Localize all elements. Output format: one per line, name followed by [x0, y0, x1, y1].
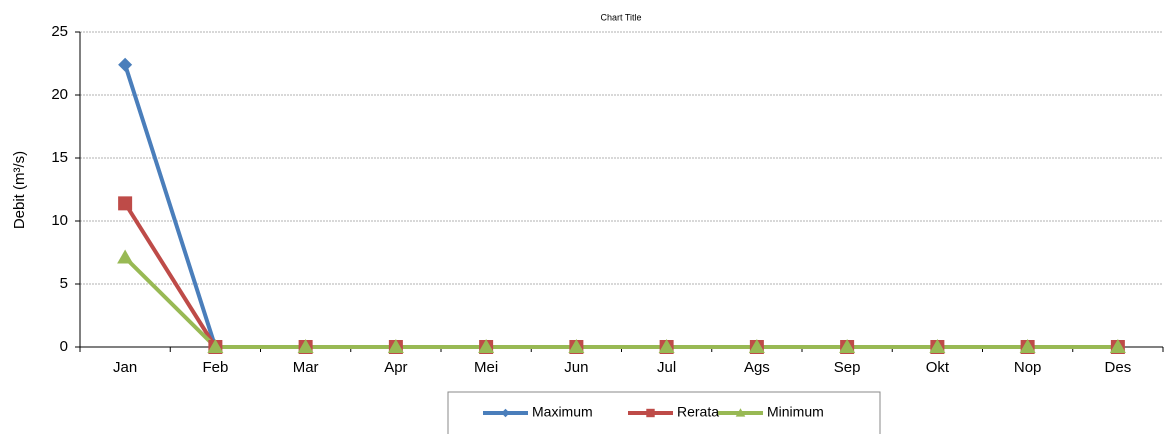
- x-tick-label: Apr: [384, 359, 407, 376]
- x-tick-label: Jul: [657, 359, 676, 376]
- y-tick-label: 10: [51, 212, 68, 229]
- x-tick-label: Sep: [834, 359, 861, 376]
- series-line: [123, 202, 1118, 349]
- y-tick-label: 25: [51, 23, 68, 40]
- marker: [297, 339, 314, 353]
- series-line: [123, 256, 1118, 349]
- legend-label: Minimum: [767, 404, 824, 420]
- x-tick-label: Okt: [926, 359, 950, 376]
- x-tick-label: Mei: [474, 359, 498, 376]
- legend-marker: [735, 408, 746, 417]
- series-line: [123, 64, 1118, 349]
- marker: [568, 339, 585, 353]
- y-tick-label: 20: [51, 86, 68, 103]
- marker: [929, 339, 946, 353]
- y-axis-label: Debit (m³/s): [11, 151, 28, 229]
- x-tick-label: Nop: [1014, 359, 1042, 376]
- marker: [387, 339, 404, 353]
- marker: [207, 339, 224, 353]
- y-tick-label: 0: [60, 338, 68, 355]
- legend-marker: [646, 408, 655, 418]
- x-tick-label: Mar: [293, 359, 319, 376]
- marker: [1109, 339, 1126, 353]
- marker: [478, 339, 495, 353]
- chart-title: Chart Title: [600, 12, 641, 22]
- legend-label: Maximum: [532, 404, 593, 420]
- x-tick-label: Ags: [744, 359, 770, 376]
- marker: [118, 57, 133, 72]
- marker: [117, 249, 134, 264]
- marker: [1019, 339, 1036, 353]
- marker: [118, 196, 133, 211]
- x-tick-label: Des: [1105, 359, 1132, 376]
- marker: [748, 339, 765, 353]
- legend-label: Rerata: [677, 404, 719, 420]
- marker: [658, 339, 675, 353]
- x-tick-label: Jun: [564, 359, 588, 376]
- x-tick-label: Feb: [202, 359, 228, 376]
- y-tick-label: 5: [60, 275, 68, 292]
- x-tick-label: Jan: [113, 359, 137, 376]
- marker: [839, 339, 856, 353]
- legend-marker: [501, 408, 510, 418]
- y-tick-label: 15: [51, 149, 68, 166]
